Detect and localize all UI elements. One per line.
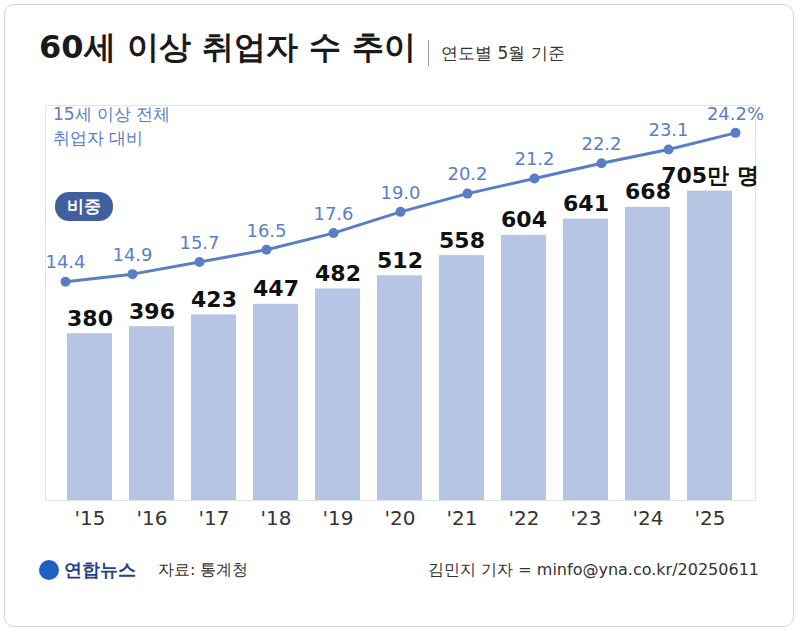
svg-text:423: 423 — [191, 287, 237, 312]
html-text:김민지 기자 = minfo@yna.co.kr/20250: 김민지 기자 = minfo@yna.co.kr/20250611 — [428, 559, 759, 579]
svg-text:16.5: 16.5 — [246, 220, 286, 241]
svg-text:641: 641 — [563, 191, 609, 216]
svg-text:604: 604 — [501, 207, 547, 232]
svg-text:'23: '23 — [571, 506, 602, 530]
svg-text:24.2%: 24.2% — [707, 103, 764, 124]
svg-text:'16: '16 — [137, 506, 168, 530]
svg-text:14.9: 14.9 — [112, 244, 152, 265]
svg-text:'19: '19 — [323, 506, 354, 530]
html-text:연합뉴스: 연합뉴스 — [64, 559, 136, 580]
svg-text:512: 512 — [377, 248, 423, 273]
svg-text:705만 명: 705만 명 — [661, 163, 759, 188]
svg-text:482: 482 — [315, 261, 361, 286]
svg-text:558: 558 — [439, 228, 485, 253]
html-text:15세 이상 전체 취업자 대비: 15세 이상 전체 취업자 대비 — [53, 104, 171, 148]
svg-text:380: 380 — [67, 306, 113, 331]
svg-text:'25: '25 — [695, 506, 726, 530]
svg-text:'22: '22 — [509, 506, 540, 530]
svg-text:20.2: 20.2 — [447, 163, 487, 184]
svg-text:19.0: 19.0 — [380, 182, 420, 203]
html-text:연도별 5월 기준: 연도별 5월 기준 — [441, 43, 565, 63]
html-text:자료: 통계청: 자료: 통계청 — [158, 559, 249, 579]
svg-text:396: 396 — [129, 299, 175, 324]
svg-text:'20: '20 — [385, 506, 416, 530]
svg-text:23.1: 23.1 — [648, 119, 688, 140]
svg-text:'21: '21 — [447, 506, 478, 530]
svg-text:'17: '17 — [199, 506, 230, 530]
html-text:60세 이상 취업자 수 추이: 60세 이상 취업자 수 추이 — [39, 28, 417, 66]
svg-text:447: 447 — [253, 276, 299, 301]
svg-text:15.7: 15.7 — [179, 232, 219, 253]
svg-text:17.6: 17.6 — [313, 203, 353, 224]
svg-text:'18: '18 — [261, 506, 292, 530]
svg-text:668: 668 — [625, 179, 671, 205]
svg-text:'24: '24 — [633, 506, 664, 530]
svg-text:'15: '15 — [75, 506, 106, 530]
svg-text:22.2: 22.2 — [581, 133, 621, 154]
svg-text:21.2: 21.2 — [514, 148, 554, 169]
html-text:비중: 비중 — [67, 196, 101, 216]
svg-text:14.4: 14.4 — [45, 251, 85, 272]
